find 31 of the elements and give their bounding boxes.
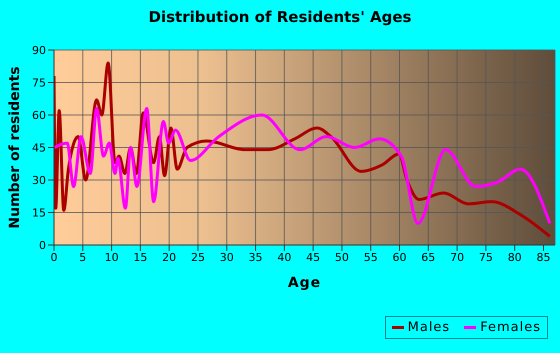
x-tick-label: 65 [421,250,436,264]
x-tick-label: 25 [190,250,205,264]
y-tick-label: 90 [32,44,46,57]
y-tick-label: 30 [32,174,46,187]
x-tick-label: 80 [508,250,522,264]
x-tick-label: 45 [306,250,320,264]
x-tick-label: 40 [277,250,292,264]
legend-label: Females [479,320,541,335]
x-tick-label: 85 [536,250,550,264]
chart-title: Distribution of Residents' Ages [148,8,412,26]
x-tick-label: 20 [162,250,176,264]
x-tick-label: 15 [133,250,148,264]
y-axis-title: Number of residents [6,66,23,229]
x-tick-label: 55 [364,250,378,264]
y-tick-label: 15 [32,206,46,220]
x-tick-label: 70 [450,250,464,264]
y-tick-label: 60 [32,108,46,122]
y-tick-label: 45 [32,141,46,154]
x-tick-label: 10 [104,250,119,264]
x-tick-label: 30 [220,250,234,264]
x-axis-title: Age [288,275,322,291]
x-tick-label: 0 [50,250,58,264]
line-series [54,107,552,225]
x-tick-label: 35 [248,250,263,264]
legend-label: Males [406,320,450,335]
x-tick-label: 5 [79,250,86,264]
x-tick-label: 75 [478,250,493,264]
y-tick-label: 75 [32,76,46,90]
x-tick-label: 50 [334,250,349,264]
y-tick-label: 0 [39,238,46,252]
x-tick-label: 60 [392,250,407,264]
